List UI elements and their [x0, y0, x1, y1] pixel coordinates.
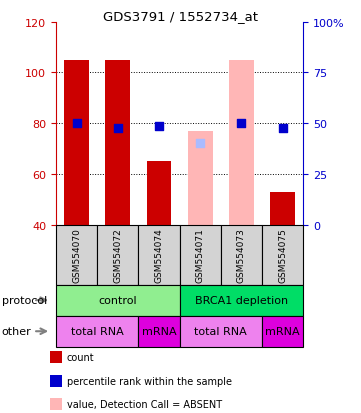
- Bar: [50, 375, 62, 387]
- Bar: [97, 225, 138, 285]
- Text: GSM554072: GSM554072: [113, 228, 122, 282]
- Text: total RNA: total RNA: [71, 326, 123, 337]
- Bar: [262, 225, 303, 285]
- Bar: [50, 351, 62, 363]
- Bar: [56, 225, 97, 285]
- Text: GSM554073: GSM554073: [237, 228, 246, 282]
- Point: [115, 126, 121, 132]
- Bar: [180, 316, 262, 347]
- Bar: [180, 225, 221, 285]
- Text: GSM554071: GSM554071: [196, 228, 205, 282]
- Bar: [270, 192, 295, 225]
- Text: GDS3791 / 1552734_at: GDS3791 / 1552734_at: [103, 10, 258, 23]
- Bar: [180, 285, 303, 316]
- Point: [239, 121, 244, 127]
- Bar: [138, 225, 180, 285]
- Text: mRNA: mRNA: [142, 326, 176, 337]
- Text: BRCA1 depletion: BRCA1 depletion: [195, 295, 288, 306]
- Text: mRNA: mRNA: [265, 326, 300, 337]
- Point: [156, 123, 162, 130]
- Bar: [56, 316, 138, 347]
- Text: total RNA: total RNA: [195, 326, 247, 337]
- Point: [280, 126, 286, 132]
- Text: count: count: [67, 352, 95, 362]
- Text: other: other: [2, 326, 31, 337]
- Point: [74, 121, 79, 127]
- Bar: [147, 162, 171, 225]
- Bar: [64, 61, 89, 225]
- Bar: [50, 399, 62, 410]
- Bar: [262, 316, 303, 347]
- Bar: [221, 225, 262, 285]
- Text: protocol: protocol: [2, 295, 47, 306]
- Bar: [138, 316, 180, 347]
- Text: GSM554075: GSM554075: [278, 228, 287, 282]
- Text: control: control: [99, 295, 137, 306]
- Point: [197, 141, 203, 147]
- Text: GSM554074: GSM554074: [155, 228, 164, 282]
- Bar: [105, 61, 130, 225]
- Bar: [188, 131, 213, 225]
- Text: value, Detection Call = ABSENT: value, Detection Call = ABSENT: [67, 399, 222, 409]
- Text: GSM554070: GSM554070: [72, 228, 81, 282]
- Bar: [56, 285, 180, 316]
- Text: percentile rank within the sample: percentile rank within the sample: [67, 376, 232, 386]
- Bar: [229, 61, 254, 225]
